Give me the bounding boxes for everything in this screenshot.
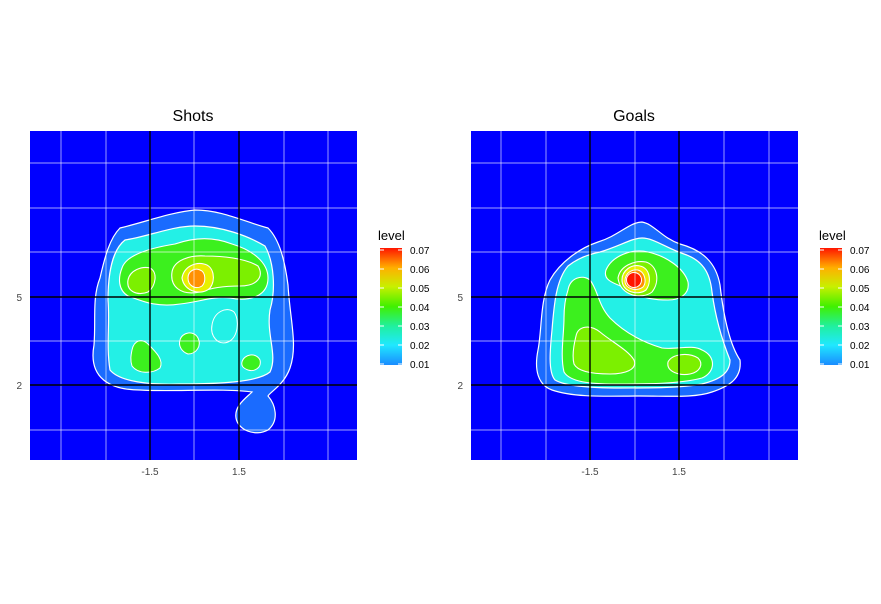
shots-grid [30,131,357,460]
shots-contour-level-6 [187,268,206,289]
shots-panel: Shots [0,0,440,604]
goals-legend-title: level [819,228,846,243]
goals-contour-level-4b [667,353,702,376]
goals-y-tick-1: 2 [457,381,463,392]
goals-legend-label-6: 0.01 [850,360,870,371]
goals-legend-label-1: 0.06 [850,265,870,276]
goals-title: Goals [613,108,655,125]
shots-legend-label-5: 0.02 [410,341,430,352]
goals-chart: Goals [457,108,870,478]
shots-legend-label-2: 0.05 [410,284,430,295]
shots-legend-ticks [380,249,402,365]
shots-legend-label-4: 0.03 [410,322,430,333]
goals-contour-level-7 [626,272,642,288]
goals-legend-ticks [820,249,842,365]
shots-contour-blob-3 [241,354,261,371]
shots-contour-hole [211,309,238,344]
goals-y-tick-0: 5 [457,293,463,304]
shots-legend-title: level [378,228,405,243]
goals-x-tick-0: -1.5 [581,467,599,478]
goals-contour-level-4 [572,326,636,375]
shots-title: Shots [173,108,214,125]
shots-legend-label-6: 0.01 [410,360,430,371]
shots-x-tick-1: 1.5 [232,467,246,478]
shots-y-tick-1: 2 [16,381,22,392]
shots-legend-label-1: 0.06 [410,265,430,276]
goals-grid [471,131,798,460]
shots-contour-level-4b [127,266,156,295]
goals-legend-colorbar [820,248,842,365]
goals-legend-label-2: 0.05 [850,284,870,295]
shots-contour-blob-2 [179,332,200,355]
shots-legend-label-0: 0.07 [410,246,430,257]
shots-y-tick-0: 5 [16,293,22,304]
shots-chart: Shots [16,108,430,478]
goals-legend-label-5: 0.02 [850,341,870,352]
goals-x-tick-1: 1.5 [672,467,686,478]
shots-x-tick-0: -1.5 [141,467,159,478]
goals-panel: Goals [440,0,880,604]
goals-contours [535,221,741,397]
goals-legend-label-3: 0.04 [850,303,870,314]
goals-legend-label-4: 0.03 [850,322,870,333]
shots-legend: level 0.07 0.06 0.05 0.04 0.03 0.02 0.01 [378,228,430,371]
goals-legend: level 0.07 0.06 0.05 0.04 0.03 0.02 0.01 [819,228,870,371]
goals-legend-label-0: 0.07 [850,246,870,257]
shots-legend-label-3: 0.04 [410,303,430,314]
shots-legend-colorbar [380,248,402,365]
